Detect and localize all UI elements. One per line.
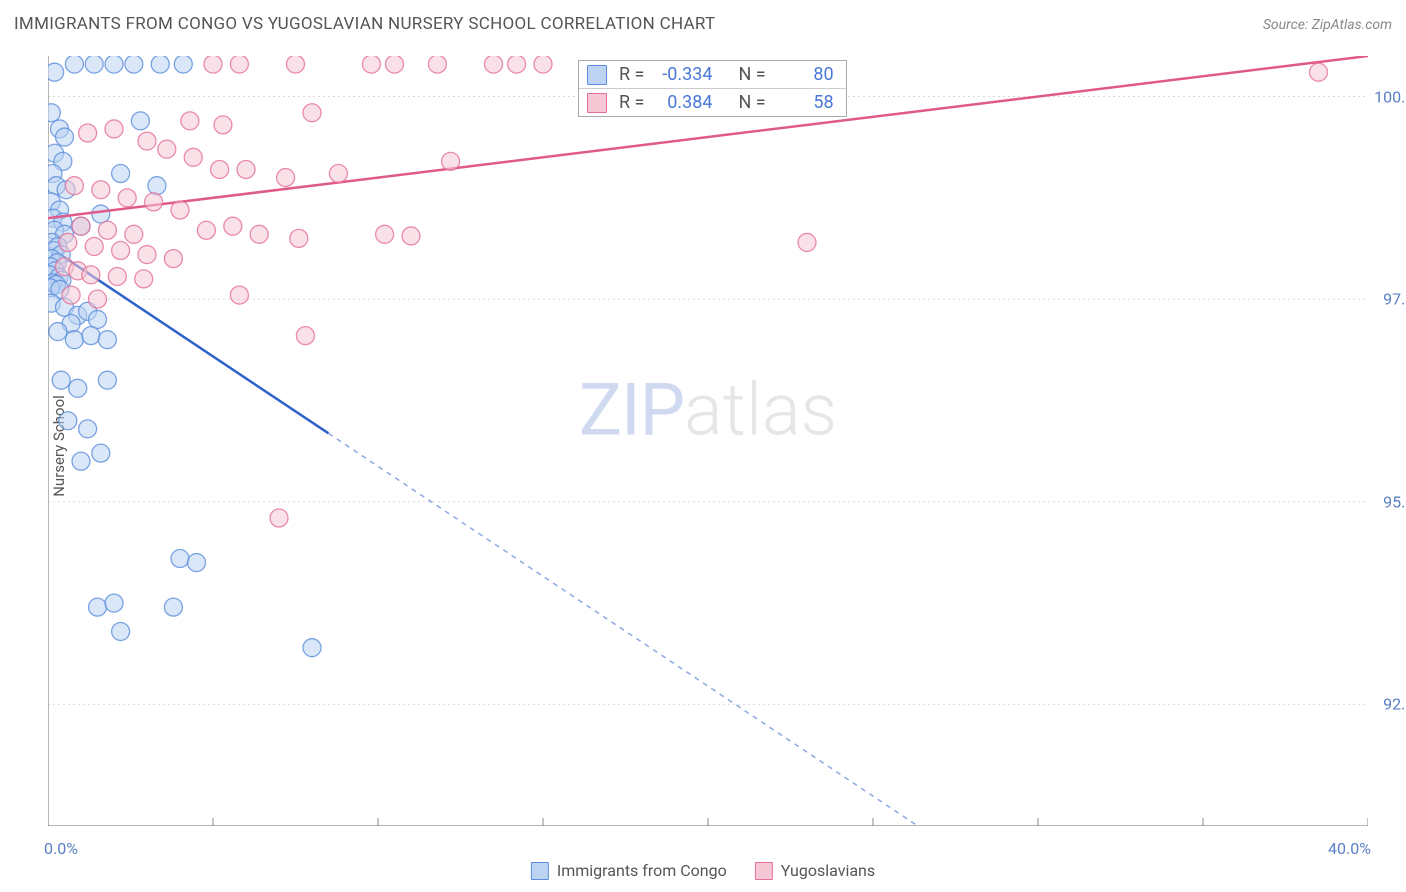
stats-r-label: R = [619, 64, 644, 85]
legend-swatch [531, 862, 549, 880]
stats-row: R = -0.334 N = 80 [579, 61, 846, 88]
stats-r-value: 0.384 [654, 92, 712, 113]
stats-r-label: R = [619, 92, 644, 113]
legend-item: Yugoslavians [755, 861, 875, 880]
x-tick-label: 0.0% [44, 839, 78, 858]
stats-r-value: -0.334 [654, 64, 712, 85]
y-tick-label: 95.0% [1383, 492, 1406, 511]
scatter-chart-svg [48, 56, 1368, 826]
stats-swatch [587, 93, 607, 113]
stats-row: R = 0.384 N = 58 [579, 88, 846, 116]
x-tick-label: 40.0% [1328, 839, 1371, 858]
legend-item: Immigrants from Congo [531, 861, 727, 880]
stats-n-value: 58 [776, 92, 834, 113]
chart-plot-area: ZIPatlas R =-0.334N =80R =0.384N =58 92.… [48, 56, 1368, 826]
stats-n-label: N = [738, 92, 765, 113]
stats-n-value: 80 [776, 64, 834, 85]
source-attribution: Source: ZipAtlas.com [1263, 17, 1392, 33]
legend-label: Immigrants from Congo [557, 861, 727, 880]
y-tick-label: 92.5% [1383, 695, 1406, 714]
correlation-stats-box: R = -0.334 N = 80 R = 0.384 N = 58 [578, 60, 847, 117]
legend-label: Yugoslavians [781, 861, 875, 880]
stats-swatch [587, 65, 607, 85]
legend-swatch [755, 862, 773, 880]
legend: Immigrants from Congo Yugoslavians [531, 861, 875, 880]
stats-n-label: N = [738, 64, 765, 85]
chart-title: IMMIGRANTS FROM CONGO VS YUGOSLAVIAN NUR… [14, 14, 715, 34]
y-tick-label: 100.0% [1374, 87, 1406, 106]
y-tick-label: 97.5% [1383, 290, 1406, 309]
